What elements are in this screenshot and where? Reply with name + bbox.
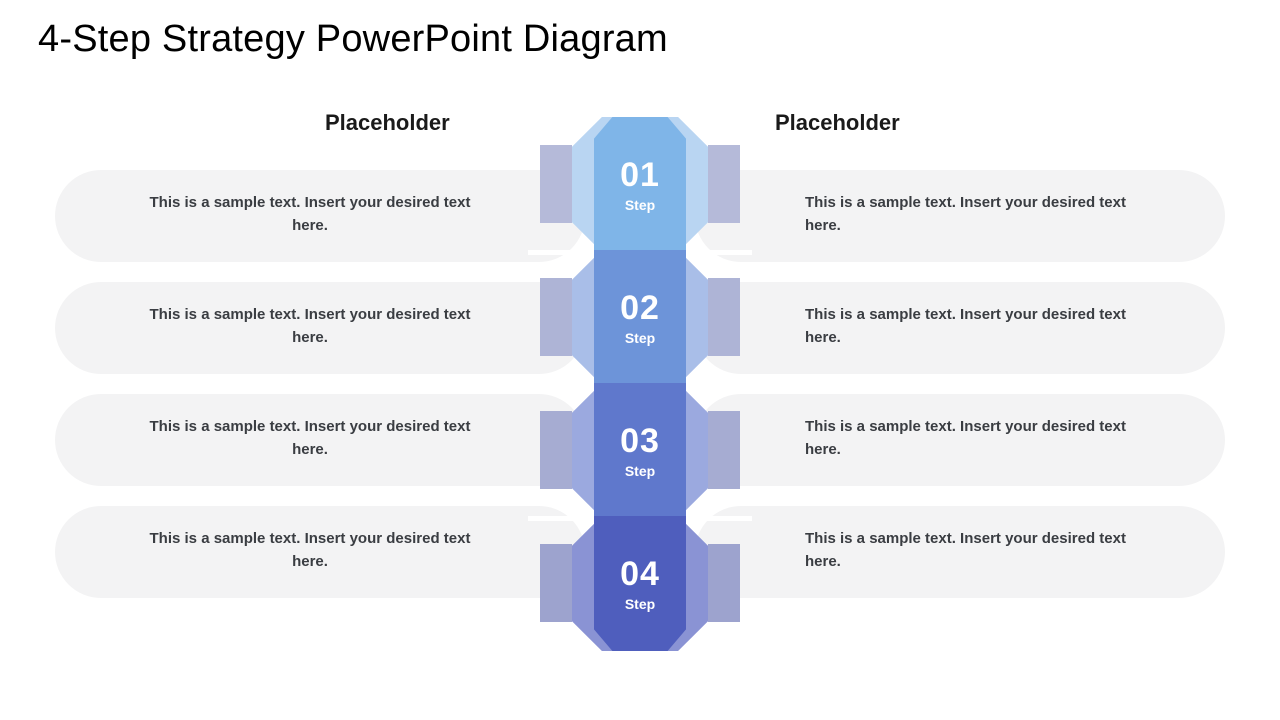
badge-core: 03 Step — [594, 383, 686, 518]
left-pill: This is a sample text. Insert your desir… — [55, 506, 585, 598]
step-badge: 01 Step — [558, 117, 722, 252]
badge-core: 01 Step — [594, 117, 686, 252]
left-text: This is a sample text. Insert your desir… — [145, 416, 475, 461]
step-label: Step — [625, 596, 655, 612]
step-label: Step — [625, 197, 655, 213]
right-pill: This is a sample text. Insert your desir… — [695, 170, 1225, 262]
badge-wing-left — [540, 411, 572, 489]
right-pill: This is a sample text. Insert your desir… — [695, 394, 1225, 486]
left-pill: This is a sample text. Insert your desir… — [55, 394, 585, 486]
step-badge: 02 Step — [558, 250, 722, 385]
right-text: This is a sample text. Insert your desir… — [805, 192, 1135, 237]
left-text: This is a sample text. Insert your desir… — [145, 192, 475, 237]
right-pill: This is a sample text. Insert your desir… — [695, 282, 1225, 374]
right-text: This is a sample text. Insert your desir… — [805, 416, 1135, 461]
right-text: This is a sample text. Insert your desir… — [805, 304, 1135, 349]
slide-title: 4-Step Strategy PowerPoint Diagram — [38, 18, 668, 61]
right-column-header: Placeholder — [775, 110, 900, 136]
left-pill: This is a sample text. Insert your desir… — [55, 282, 585, 374]
step-label: Step — [625, 463, 655, 479]
badge-wing-right — [708, 544, 740, 622]
badge-wing-right — [708, 145, 740, 223]
badge-wing-right — [708, 411, 740, 489]
right-text: This is a sample text. Insert your desir… — [805, 528, 1135, 573]
badge-wing-left — [540, 145, 572, 223]
badge-wing-left — [540, 278, 572, 356]
badge-core: 04 Step — [594, 516, 686, 651]
badge-wing-left — [540, 544, 572, 622]
left-pill: This is a sample text. Insert your desir… — [55, 170, 585, 262]
right-pill: This is a sample text. Insert your desir… — [695, 506, 1225, 598]
badge-core: 02 Step — [594, 250, 686, 385]
left-text: This is a sample text. Insert your desir… — [145, 528, 475, 573]
step-number: 02 — [620, 289, 660, 328]
step-label: Step — [625, 330, 655, 346]
badge-wing-right — [708, 278, 740, 356]
slide: 4-Step Strategy PowerPoint Diagram Place… — [0, 0, 1280, 720]
left-text: This is a sample text. Insert your desir… — [145, 304, 475, 349]
step-number: 01 — [620, 156, 660, 195]
step-number: 03 — [620, 422, 660, 461]
step-badge: 03 Step — [558, 383, 722, 518]
step-badge: 04 Step — [558, 516, 722, 651]
step-badge-stack: 01 Step 02 Step 03 Step 04 Step — [558, 117, 722, 677]
step-number: 04 — [620, 555, 660, 594]
left-column-header: Placeholder — [325, 110, 450, 136]
